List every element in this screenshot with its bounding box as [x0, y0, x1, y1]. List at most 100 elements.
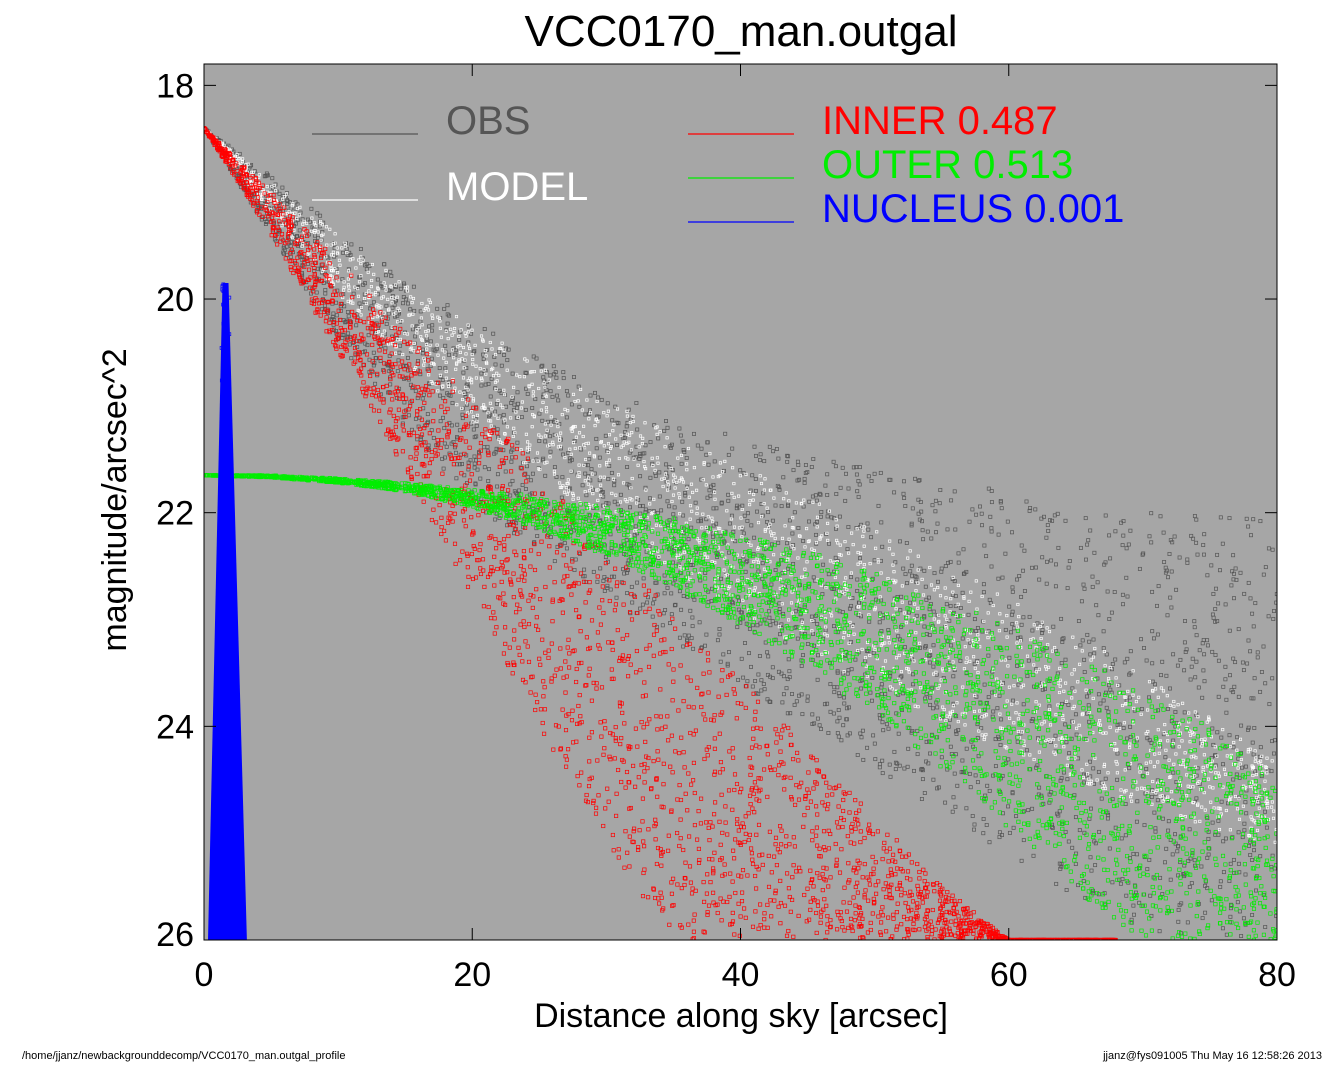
data-point-obs	[1088, 528, 1093, 533]
data-point-obs	[472, 435, 477, 440]
data-point-obs	[1261, 644, 1266, 649]
data-point-obs	[1243, 764, 1248, 769]
data-point-obs	[785, 453, 790, 458]
data-point-obs	[348, 252, 353, 257]
data-point-obs	[616, 421, 621, 426]
data-point-obs	[799, 663, 804, 668]
data-point-obs	[788, 711, 793, 716]
data-point-obs	[1000, 833, 1004, 837]
data-point-obs	[1092, 550, 1097, 555]
data-point-obs	[960, 758, 965, 763]
data-point-obs	[1018, 635, 1023, 640]
data-point-obs	[1149, 795, 1154, 799]
data-point-obs	[832, 690, 837, 695]
data-point-obs	[961, 547, 966, 552]
data-point-obs	[776, 456, 781, 461]
data-point-obs	[628, 505, 632, 510]
data-point-obs	[1231, 553, 1236, 558]
data-point-obs	[797, 477, 802, 482]
data-point-obs	[981, 582, 986, 587]
data-point-obs	[586, 474, 591, 478]
data-point-obs	[1069, 764, 1073, 769]
data-point-obs	[664, 419, 668, 423]
data-point-obs	[590, 521, 595, 526]
data-point-obs	[815, 519, 819, 524]
data-point-obs	[629, 584, 634, 589]
data-point-obs	[1030, 806, 1035, 811]
data-point-obs	[991, 709, 996, 714]
data-point-obs	[679, 607, 684, 612]
data-point-obs	[272, 220, 276, 225]
data-point-obs	[678, 433, 683, 438]
data-point-obs	[1157, 929, 1162, 934]
data-point-obs	[650, 461, 655, 466]
data-point-obs	[1237, 775, 1242, 780]
data-point-obs	[1040, 628, 1045, 633]
data-point-obs	[1221, 870, 1226, 875]
data-point-obs	[893, 560, 898, 565]
data-point-obs	[975, 780, 980, 785]
data-point-obs	[790, 531, 795, 536]
data-point-obs	[916, 497, 921, 502]
data-point-obs	[576, 384, 581, 389]
data-point-obs	[755, 509, 759, 514]
data-point-obs	[588, 513, 592, 518]
data-point-obs	[745, 511, 750, 516]
data-point-obs	[440, 377, 445, 382]
data-point-obs	[323, 291, 328, 296]
data-point-obs	[537, 411, 542, 416]
data-point-obs	[561, 376, 566, 381]
data-point-obs	[1115, 751, 1120, 756]
data-point-obs	[1011, 698, 1015, 703]
data-point-obs	[835, 719, 840, 724]
data-point-obs	[1258, 854, 1263, 859]
data-point-obs	[935, 521, 940, 526]
data-point-obs	[923, 644, 928, 649]
data-point-obs	[688, 608, 693, 613]
data-point-obs	[1214, 586, 1218, 591]
data-point-obs	[650, 614, 655, 619]
data-point-obs	[1107, 683, 1111, 688]
data-point-obs	[1201, 668, 1206, 673]
data-point-obs	[902, 645, 907, 650]
data-point-obs	[1040, 630, 1044, 635]
data-point-obs	[1163, 860, 1167, 865]
data-point-obs	[698, 519, 703, 524]
data-point-obs	[954, 714, 959, 719]
data-point-obs	[466, 340, 471, 345]
data-point-obs	[1151, 875, 1156, 880]
data-point-obs	[524, 371, 529, 376]
data-point-obs	[1258, 745, 1263, 750]
data-point-obs	[583, 462, 588, 467]
data-point-obs	[1158, 875, 1163, 880]
data-point-obs	[1206, 852, 1211, 857]
data-point-obs	[517, 488, 522, 493]
data-point-obs	[1207, 846, 1212, 851]
data-point-obs	[390, 305, 395, 310]
data-point-obs	[1267, 702, 1272, 707]
data-point-obs	[699, 646, 704, 651]
data-point-obs	[508, 493, 513, 498]
data-point-obs	[779, 671, 784, 676]
data-point-obs	[681, 644, 686, 649]
data-point-obs	[533, 397, 538, 402]
data-point-obs	[560, 475, 565, 480]
data-point-obs	[1203, 910, 1208, 915]
data-point-obs	[494, 511, 499, 516]
data-point-obs	[358, 247, 363, 251]
data-point-obs	[398, 286, 403, 291]
data-point-obs	[645, 600, 650, 605]
data-point-obs	[986, 486, 991, 491]
data-point-obs	[1022, 548, 1027, 553]
data-point-obs	[1065, 586, 1070, 591]
data-point-obs	[482, 465, 487, 470]
data-point-obs	[1051, 624, 1056, 629]
data-point-obs	[988, 514, 993, 519]
data-point-obs	[1220, 926, 1225, 931]
data-point-obs	[627, 483, 632, 488]
data-point-obs	[1080, 638, 1085, 643]
data-point-obs	[1094, 603, 1099, 608]
data-point-obs	[1115, 723, 1120, 727]
data-point-obs	[640, 503, 645, 508]
data-point-obs	[1170, 852, 1175, 857]
